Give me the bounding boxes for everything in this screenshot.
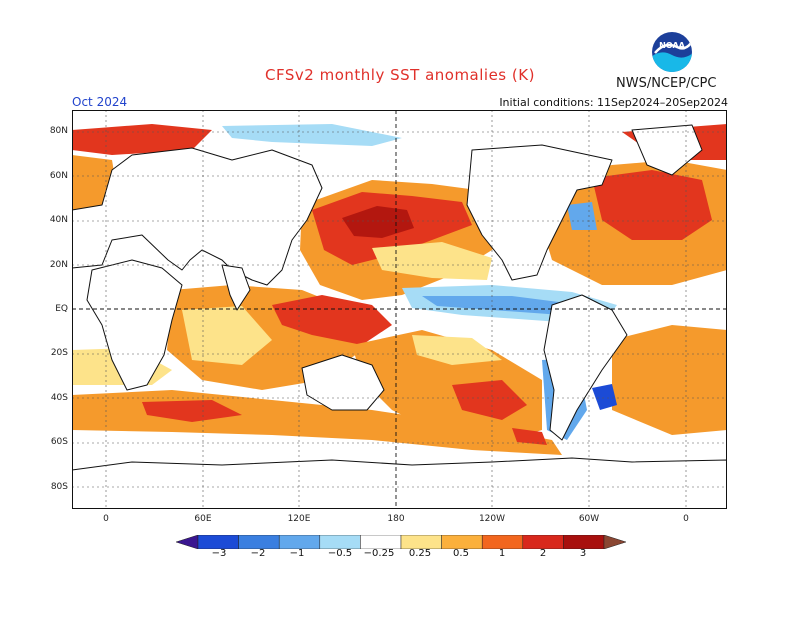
colorbar-label: −0.25 bbox=[363, 548, 395, 559]
land-africa bbox=[86, 259, 183, 391]
noaa-logo: NOAA bbox=[652, 32, 692, 72]
land-south-america bbox=[543, 294, 628, 441]
anomaly-npac-light bbox=[372, 242, 492, 280]
anomaly-natl-red bbox=[592, 170, 712, 240]
reference-lines bbox=[72, 110, 727, 509]
colorbar-cell bbox=[563, 535, 605, 549]
colorbar-label: −1 bbox=[289, 548, 305, 559]
lon-label: 60E bbox=[194, 514, 212, 524]
land-india bbox=[221, 264, 251, 311]
colorbar-label: −2 bbox=[250, 548, 266, 559]
colorbar-cell bbox=[319, 535, 361, 549]
land-north-america bbox=[466, 144, 613, 281]
lon-label: 180 bbox=[387, 514, 405, 524]
anomaly-eqpac-cool-mid bbox=[422, 296, 582, 315]
lat-label: 80N bbox=[49, 126, 68, 136]
anomaly-satl-cool-dark bbox=[592, 384, 617, 410]
lat-label: 20S bbox=[50, 348, 68, 358]
lat-label: 60S bbox=[50, 437, 68, 447]
land-antarctica bbox=[72, 457, 727, 509]
lat-label: 80S bbox=[50, 482, 68, 492]
anomaly-satl-orange bbox=[612, 325, 727, 435]
colorbar-label: −3 bbox=[211, 548, 227, 559]
map-frame bbox=[72, 110, 727, 509]
anomaly-southern-red bbox=[142, 400, 242, 422]
anomaly-spac-red bbox=[452, 380, 527, 420]
land-australia bbox=[301, 354, 385, 411]
sst-anomaly-fields bbox=[72, 124, 727, 455]
colorbar-cell bbox=[176, 535, 199, 549]
colorbar-cell bbox=[197, 535, 239, 549]
lat-label: EQ bbox=[55, 304, 68, 314]
initial-conditions: Initial conditions: 11Sep2024–20Sep2024 bbox=[499, 96, 728, 109]
land-greenland bbox=[631, 124, 703, 176]
colorbar-cell bbox=[481, 535, 524, 549]
lon-label: 120E bbox=[287, 514, 311, 524]
colorbar-cell bbox=[278, 535, 321, 549]
logo-text: NOAA bbox=[659, 41, 685, 50]
colorbar-cell bbox=[400, 535, 442, 549]
colorbar-cell bbox=[360, 535, 402, 549]
lon-label: 120W bbox=[478, 514, 506, 524]
forecast-month: Oct 2024 bbox=[72, 95, 128, 109]
lon-label: 0 bbox=[103, 514, 109, 524]
land-masses bbox=[72, 124, 727, 509]
colorbar-cell bbox=[522, 535, 564, 549]
anomaly-southern-red-2 bbox=[512, 428, 547, 445]
grid-lines bbox=[72, 110, 727, 509]
colorbar bbox=[176, 535, 626, 549]
colorbar-label: 1 bbox=[498, 548, 506, 559]
colorbar-cell bbox=[603, 535, 626, 549]
colorbar-label: 0.5 bbox=[453, 548, 469, 559]
anomaly-arctic-cool bbox=[222, 124, 402, 146]
colorbar-cell bbox=[238, 535, 280, 549]
lon-label: 0 bbox=[683, 514, 689, 524]
map-svg bbox=[72, 110, 727, 509]
colorbar-label: 2 bbox=[539, 548, 547, 559]
lat-label: 60N bbox=[49, 171, 68, 181]
colorbar-label: 3 bbox=[579, 548, 587, 559]
colorbar-cell bbox=[441, 535, 483, 549]
colorbar-label: 0.25 bbox=[408, 548, 432, 559]
lat-label: 40S bbox=[50, 393, 68, 403]
anomaly-indian-light bbox=[182, 306, 272, 365]
land-eurasia bbox=[72, 147, 323, 286]
sst-anomaly-map bbox=[72, 110, 727, 509]
lat-label: 20N bbox=[49, 260, 68, 270]
figure-title: CFSv2 monthly SST anomalies (K) bbox=[265, 66, 535, 84]
colorbar-label: −0.5 bbox=[327, 548, 353, 559]
anomaly-maritime-red bbox=[272, 295, 392, 345]
lat-label: 40N bbox=[49, 215, 68, 225]
lon-label: 60W bbox=[578, 514, 600, 524]
anomaly-natl-cool bbox=[567, 202, 597, 230]
org-label: NWS/NCEP/CPC bbox=[616, 76, 717, 91]
anomaly-spac-light bbox=[412, 335, 502, 365]
